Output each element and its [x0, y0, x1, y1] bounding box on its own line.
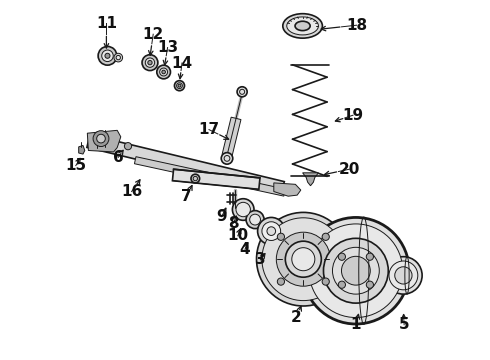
Circle shape — [292, 248, 315, 271]
Text: 8: 8 — [228, 216, 239, 231]
Polygon shape — [222, 117, 241, 157]
Circle shape — [258, 217, 285, 245]
Circle shape — [174, 81, 185, 91]
Circle shape — [323, 238, 388, 303]
Text: 7: 7 — [181, 189, 192, 204]
Circle shape — [145, 58, 155, 67]
Circle shape — [277, 278, 285, 285]
Circle shape — [303, 217, 409, 324]
Polygon shape — [274, 183, 301, 196]
Circle shape — [157, 65, 171, 79]
Circle shape — [176, 83, 182, 89]
Circle shape — [116, 55, 121, 60]
Circle shape — [277, 233, 285, 240]
Text: 9: 9 — [216, 209, 227, 224]
Text: 4: 4 — [240, 242, 250, 257]
Circle shape — [395, 267, 412, 284]
Circle shape — [309, 224, 403, 318]
Ellipse shape — [287, 17, 318, 35]
Circle shape — [262, 222, 281, 240]
Circle shape — [236, 202, 250, 217]
Circle shape — [257, 212, 350, 306]
Polygon shape — [303, 173, 318, 186]
Circle shape — [102, 50, 113, 62]
Circle shape — [148, 60, 152, 65]
Circle shape — [237, 87, 247, 97]
Circle shape — [285, 241, 321, 277]
Circle shape — [338, 253, 345, 260]
Polygon shape — [87, 130, 121, 152]
Text: 10: 10 — [227, 228, 248, 243]
Circle shape — [276, 232, 330, 286]
Ellipse shape — [295, 21, 310, 31]
Circle shape — [221, 153, 233, 164]
Circle shape — [267, 227, 275, 235]
Circle shape — [246, 211, 264, 229]
Circle shape — [342, 256, 370, 285]
Circle shape — [178, 84, 181, 87]
Polygon shape — [79, 145, 85, 154]
Circle shape — [322, 278, 329, 285]
Text: 17: 17 — [198, 122, 220, 137]
Circle shape — [142, 55, 158, 71]
Polygon shape — [87, 135, 284, 194]
Circle shape — [367, 281, 373, 288]
Text: 11: 11 — [96, 16, 117, 31]
Text: 2: 2 — [291, 310, 302, 325]
Circle shape — [162, 70, 166, 74]
Circle shape — [191, 174, 199, 183]
Text: 19: 19 — [343, 108, 364, 123]
Text: 16: 16 — [121, 184, 142, 199]
Polygon shape — [172, 169, 260, 189]
Ellipse shape — [283, 14, 322, 38]
Circle shape — [385, 257, 422, 294]
Circle shape — [105, 53, 110, 58]
Circle shape — [389, 261, 418, 290]
Circle shape — [124, 143, 132, 150]
Circle shape — [262, 218, 345, 301]
Circle shape — [114, 53, 122, 62]
Text: 12: 12 — [143, 27, 164, 42]
Text: 13: 13 — [157, 40, 178, 55]
Circle shape — [97, 134, 105, 143]
Circle shape — [160, 68, 168, 76]
Text: 1: 1 — [351, 317, 361, 332]
Circle shape — [333, 247, 379, 294]
Circle shape — [338, 281, 345, 288]
Polygon shape — [134, 157, 285, 196]
Circle shape — [322, 233, 329, 240]
Circle shape — [250, 214, 261, 225]
Circle shape — [367, 253, 373, 260]
Text: 6: 6 — [113, 150, 123, 165]
Circle shape — [232, 199, 254, 220]
Text: 20: 20 — [339, 162, 360, 177]
Text: 3: 3 — [255, 252, 266, 267]
Text: 18: 18 — [346, 18, 367, 33]
Text: 15: 15 — [65, 158, 86, 173]
Circle shape — [98, 46, 117, 65]
Circle shape — [93, 131, 109, 147]
Text: 5: 5 — [399, 317, 410, 332]
Text: 14: 14 — [172, 55, 193, 71]
